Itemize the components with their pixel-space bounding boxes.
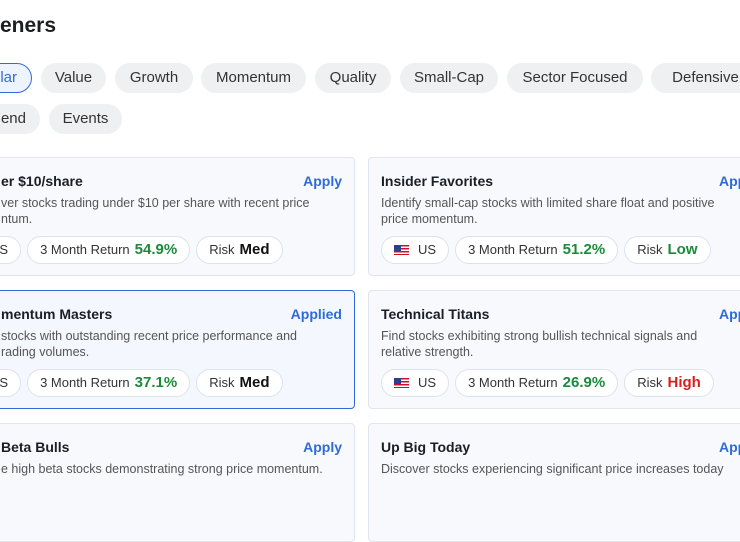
card-description: ver stocks trading under $10 per share w… — [1, 196, 310, 210]
tag-row: US 3 Month Return 54.9% Risk Med — [0, 236, 283, 264]
card-action[interactable]: App — [719, 173, 740, 189]
risk-label: Risk — [637, 242, 663, 257]
risk-label: Risk — [209, 242, 235, 257]
us-flag — [394, 378, 409, 388]
card-description: e high beta stocks demonstrating strong … — [1, 462, 323, 476]
card-description: relative strength. — [381, 345, 474, 359]
return-tag: 3 Month Return 37.1% — [27, 369, 191, 397]
return-value: 54.9% — [134, 241, 178, 258]
region-tag: US — [381, 369, 450, 397]
card-title: mentum Masters — [1, 306, 113, 322]
screener-card[interactable]: Insider Favorites App Identify small-cap s… — [368, 157, 740, 276]
card-description: Find stocks exhibiting strong bullish te… — [381, 329, 698, 343]
filter-chip[interactable]: Defensive — [651, 63, 740, 93]
card-title: Insider Favorites — [381, 173, 494, 189]
card-action[interactable]: Applied — [290, 306, 342, 322]
screener-card[interactable]: mentum Masters Applied stocks with outstan… — [0, 290, 355, 409]
return-value: 26.9% — [562, 374, 606, 391]
card-title: er $10/share — [1, 173, 83, 189]
card-description: Identify small-cap stocks with limited s… — [381, 196, 715, 210]
filter-chip[interactable]: Momentum — [201, 63, 306, 93]
return-value: 37.1% — [134, 374, 178, 391]
region-tag: US — [381, 236, 450, 264]
card-action[interactable]: App — [719, 439, 740, 455]
card-description: Discover stocks experiencing significant… — [381, 462, 724, 476]
return-label: 3 Month Return — [40, 242, 130, 257]
risk-label: Risk — [637, 375, 663, 390]
screener-card[interactable]: Beta Bulls Apply e high beta stocks demons… — [0, 423, 355, 542]
return-tag: 3 Month Return 26.9% — [455, 369, 619, 397]
return-label: 3 Month Return — [468, 242, 558, 257]
card-title: Technical Titans — [381, 306, 490, 322]
risk-value: Med — [239, 374, 270, 391]
flag-canton — [394, 378, 401, 384]
risk-tag: Risk High — [624, 369, 714, 397]
screener-card[interactable]: er $10/share Apply ver stocks trading unde… — [0, 157, 355, 276]
tag-row: US 3 Month Return 37.1% Risk Med — [0, 369, 283, 397]
risk-value: Low — [667, 241, 698, 258]
screener-card[interactable]: Up Big Today App Discover stocks experienc… — [368, 423, 740, 542]
region-text: US — [418, 375, 437, 390]
filter-chip[interactable]: Events — [49, 104, 122, 134]
filter-chip[interactable]: Sector Focused — [507, 63, 643, 93]
page: eners lar Value Growth Momentum Quality Small… — [0, 14, 740, 542]
tag-row: US 3 Month Return 26.9% Risk High — [381, 369, 714, 397]
card-description: stocks with outstanding recent price per… — [1, 329, 297, 343]
card-action[interactable]: Apply — [303, 439, 342, 455]
filter-chip[interactable]: Quality — [315, 63, 391, 93]
risk-tag: Risk Med — [196, 369, 283, 397]
card-title: Up Big Today — [381, 439, 471, 455]
card-description: price momentum. — [381, 212, 478, 226]
us-flag — [394, 245, 409, 255]
filter-chip[interactable]: Growth — [115, 63, 193, 93]
region-tag: US — [0, 369, 22, 397]
return-value: 51.2% — [562, 241, 606, 258]
flag-canton — [394, 245, 401, 251]
card-description: ntum. — [1, 212, 33, 226]
screener-card[interactable]: Technical Titans App Find stocks exhibitin… — [368, 290, 740, 409]
return-label: 3 Month Return — [40, 375, 130, 390]
risk-label: Risk — [209, 375, 235, 390]
return-tag: 3 Month Return 51.2% — [455, 236, 619, 264]
filter-chip[interactable]: end — [0, 104, 40, 134]
risk-tag: Risk Low — [624, 236, 711, 264]
card-description: rading volumes. — [1, 345, 90, 359]
card-action[interactable]: App — [719, 306, 740, 322]
return-tag: 3 Month Return 54.9% — [27, 236, 191, 264]
region-text: US — [418, 242, 437, 257]
filter-chip[interactable]: lar — [0, 63, 32, 93]
page-title: eners — [0, 14, 57, 37]
filter-chip[interactable]: Value — [41, 63, 106, 93]
risk-value: Med — [239, 241, 270, 258]
region-tag: US — [0, 236, 22, 264]
filter-chip[interactable]: Small-Cap — [400, 63, 498, 93]
risk-value: High — [667, 374, 701, 391]
region-text: US — [0, 375, 9, 390]
risk-tag: Risk Med — [196, 236, 283, 264]
return-label: 3 Month Return — [468, 375, 558, 390]
region-text: US — [0, 242, 9, 257]
tag-row: US 3 Month Return 51.2% Risk Low — [381, 236, 711, 264]
card-action[interactable]: Apply — [303, 173, 342, 189]
card-title: Beta Bulls — [1, 439, 70, 455]
